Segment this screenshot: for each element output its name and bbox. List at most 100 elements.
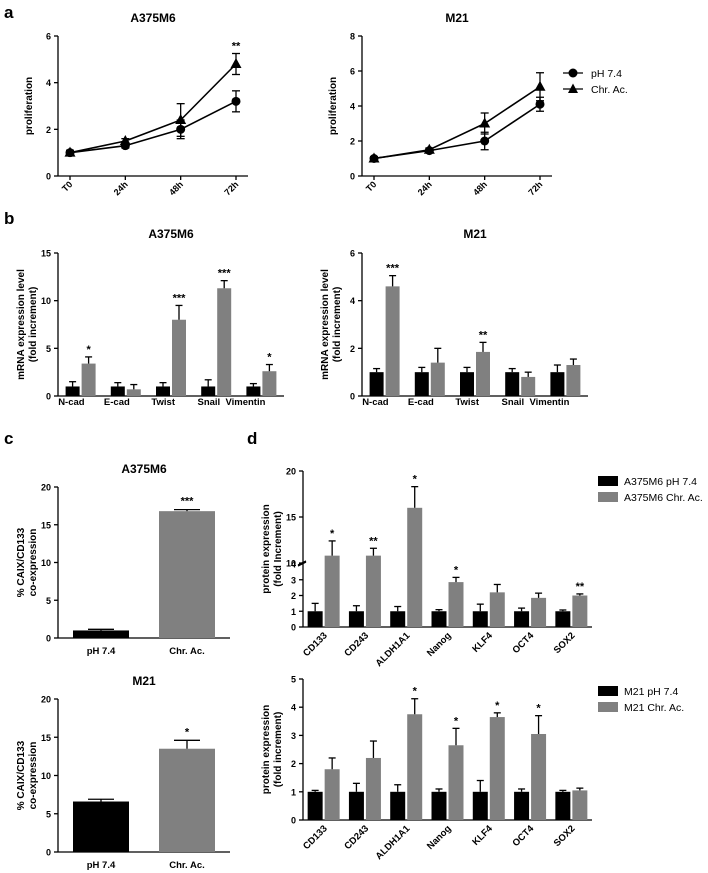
bar-treated bbox=[572, 790, 588, 820]
x-tick-label: 72h bbox=[222, 179, 240, 197]
significance-marker: * bbox=[185, 726, 190, 738]
y-tick-label: 3 bbox=[291, 575, 296, 585]
bar-control bbox=[73, 801, 129, 852]
y-tick-label: 10 bbox=[41, 296, 51, 306]
bar-treated bbox=[476, 351, 490, 396]
y-axis-label: mRNA expression level(fold increment) bbox=[16, 269, 39, 380]
y-tick-label: 6 bbox=[46, 32, 51, 42]
x-tick-label: SOX2 bbox=[552, 630, 578, 656]
y-tick-label: 1 bbox=[291, 607, 296, 617]
x-tick-label: Snail bbox=[197, 397, 220, 408]
data-point-circle bbox=[231, 96, 241, 106]
y-axis-label-line: (fold increment) bbox=[273, 712, 284, 788]
significance-marker: *** bbox=[386, 263, 400, 275]
significance-marker: * bbox=[330, 528, 335, 540]
bar-treated bbox=[365, 555, 381, 627]
y-tick-label: 0 bbox=[350, 172, 355, 182]
y-tick-label: 5 bbox=[46, 344, 51, 354]
y-axis-label-line: co-expression bbox=[28, 742, 39, 810]
y-tick-label: 20 bbox=[41, 483, 51, 493]
bar-treated bbox=[572, 595, 588, 627]
y-tick-label: 15 bbox=[41, 520, 51, 530]
y-axis-label-line: proliferation bbox=[24, 77, 35, 135]
series-line-circle bbox=[69, 100, 237, 154]
significance-marker: * bbox=[495, 700, 500, 712]
series-line-triangle bbox=[373, 86, 541, 160]
y-tick-label: 0 bbox=[46, 634, 51, 644]
bar-control bbox=[555, 791, 571, 820]
x-tick-label: ALDH1A1 bbox=[374, 823, 413, 862]
bar-control bbox=[110, 386, 125, 396]
bar-control bbox=[390, 791, 406, 820]
significance-marker: ** bbox=[479, 329, 488, 341]
y-axis-label-line: mRNA expression level bbox=[320, 269, 331, 380]
y-tick-label: 10 bbox=[286, 559, 296, 569]
bar-control bbox=[472, 791, 488, 820]
y-axis-label-line: (fold increment) bbox=[28, 287, 39, 363]
x-tick-label: SOX2 bbox=[552, 823, 578, 849]
bar-treated bbox=[262, 371, 277, 396]
bar-treated bbox=[531, 597, 547, 627]
bar-control bbox=[514, 791, 530, 820]
x-tick-label: Chr. Ac. bbox=[169, 646, 205, 657]
y-tick-label: 4 bbox=[291, 703, 296, 713]
significance-marker: *** bbox=[218, 268, 232, 280]
x-tick-label: Vimentin bbox=[529, 397, 569, 408]
y-tick-label: 2 bbox=[350, 137, 355, 147]
y-axis-label: protein expression(fold increment) bbox=[261, 705, 284, 794]
bar-control bbox=[156, 386, 170, 396]
y-tick-label: 5 bbox=[46, 596, 51, 606]
axis-break-mark bbox=[297, 560, 307, 566]
x-tick-label: T0 bbox=[364, 179, 379, 194]
y-axis-label-line: mRNA expression level bbox=[16, 269, 27, 380]
bar-treated bbox=[566, 365, 581, 396]
x-tick-label: pH 7.4 bbox=[87, 860, 116, 871]
data-point-triangle bbox=[175, 114, 187, 124]
chart-a-a375m6: A375M6 0 2 4 6 T0 24h 48h 72h proliferation ** bbox=[24, 11, 248, 197]
x-tick-label: CD243 bbox=[342, 630, 371, 659]
x-tick-label: Twist bbox=[151, 397, 175, 408]
data-point-circle bbox=[480, 136, 490, 146]
chart-title: M21 bbox=[463, 227, 487, 241]
significance-marker: * bbox=[413, 686, 418, 698]
x-tick-label: Nanog bbox=[425, 823, 454, 852]
significance-marker: * bbox=[536, 703, 541, 715]
bar-control bbox=[369, 372, 384, 396]
data-point-triangle bbox=[64, 146, 76, 157]
bar-treated bbox=[407, 507, 423, 627]
legend-swatch bbox=[598, 702, 618, 712]
x-tick-label: E-cad bbox=[408, 397, 434, 408]
legend-swatch bbox=[598, 476, 618, 486]
chart-title: A375M6 bbox=[148, 227, 194, 241]
bar-control bbox=[431, 791, 447, 820]
chart-a-m21: M21 0 2 4 6 8 T0 24h 48h 72h proliferation pH 7.4 Ch… bbox=[328, 11, 628, 197]
bar-control bbox=[348, 611, 364, 627]
bar-treated bbox=[448, 582, 464, 627]
y-tick-label: 8 bbox=[350, 32, 355, 42]
x-tick-label: 24h bbox=[112, 179, 130, 197]
y-axis-label: % CAIX/CD133co-expression bbox=[16, 740, 39, 810]
y-tick-label: 0 bbox=[291, 816, 296, 826]
bar-control bbox=[348, 791, 364, 820]
bar-treated bbox=[448, 745, 464, 820]
bar-control bbox=[555, 611, 571, 627]
bar-control bbox=[505, 372, 520, 396]
y-axis-label-line: % CAIX/CD133 bbox=[16, 740, 27, 810]
bar-treated bbox=[489, 717, 505, 820]
bar-control bbox=[201, 386, 216, 396]
y-axis-label-line: proliferation bbox=[328, 77, 339, 135]
legend-entry: A375M6 pH 7.4 bbox=[624, 476, 697, 488]
panel-label-d: d bbox=[247, 429, 257, 448]
bar-treated bbox=[324, 769, 340, 820]
panel-label-b: b bbox=[4, 209, 14, 228]
panel-label-a: a bbox=[4, 3, 14, 22]
y-axis-label-line: % CAIX/CD133 bbox=[16, 527, 27, 597]
legend-swatch bbox=[598, 686, 618, 696]
bar-treated bbox=[365, 757, 381, 820]
x-tick-label: 48h bbox=[167, 179, 185, 197]
legend-marker-circle bbox=[568, 68, 578, 78]
y-tick-label: 0 bbox=[46, 172, 51, 182]
bar-treated bbox=[385, 286, 400, 396]
chart-c-m21: M21 0 5 10 15 20 % CAIX/CD133co-expression pH 7… bbox=[16, 674, 230, 871]
y-axis-label-line: protein expression bbox=[261, 504, 272, 593]
